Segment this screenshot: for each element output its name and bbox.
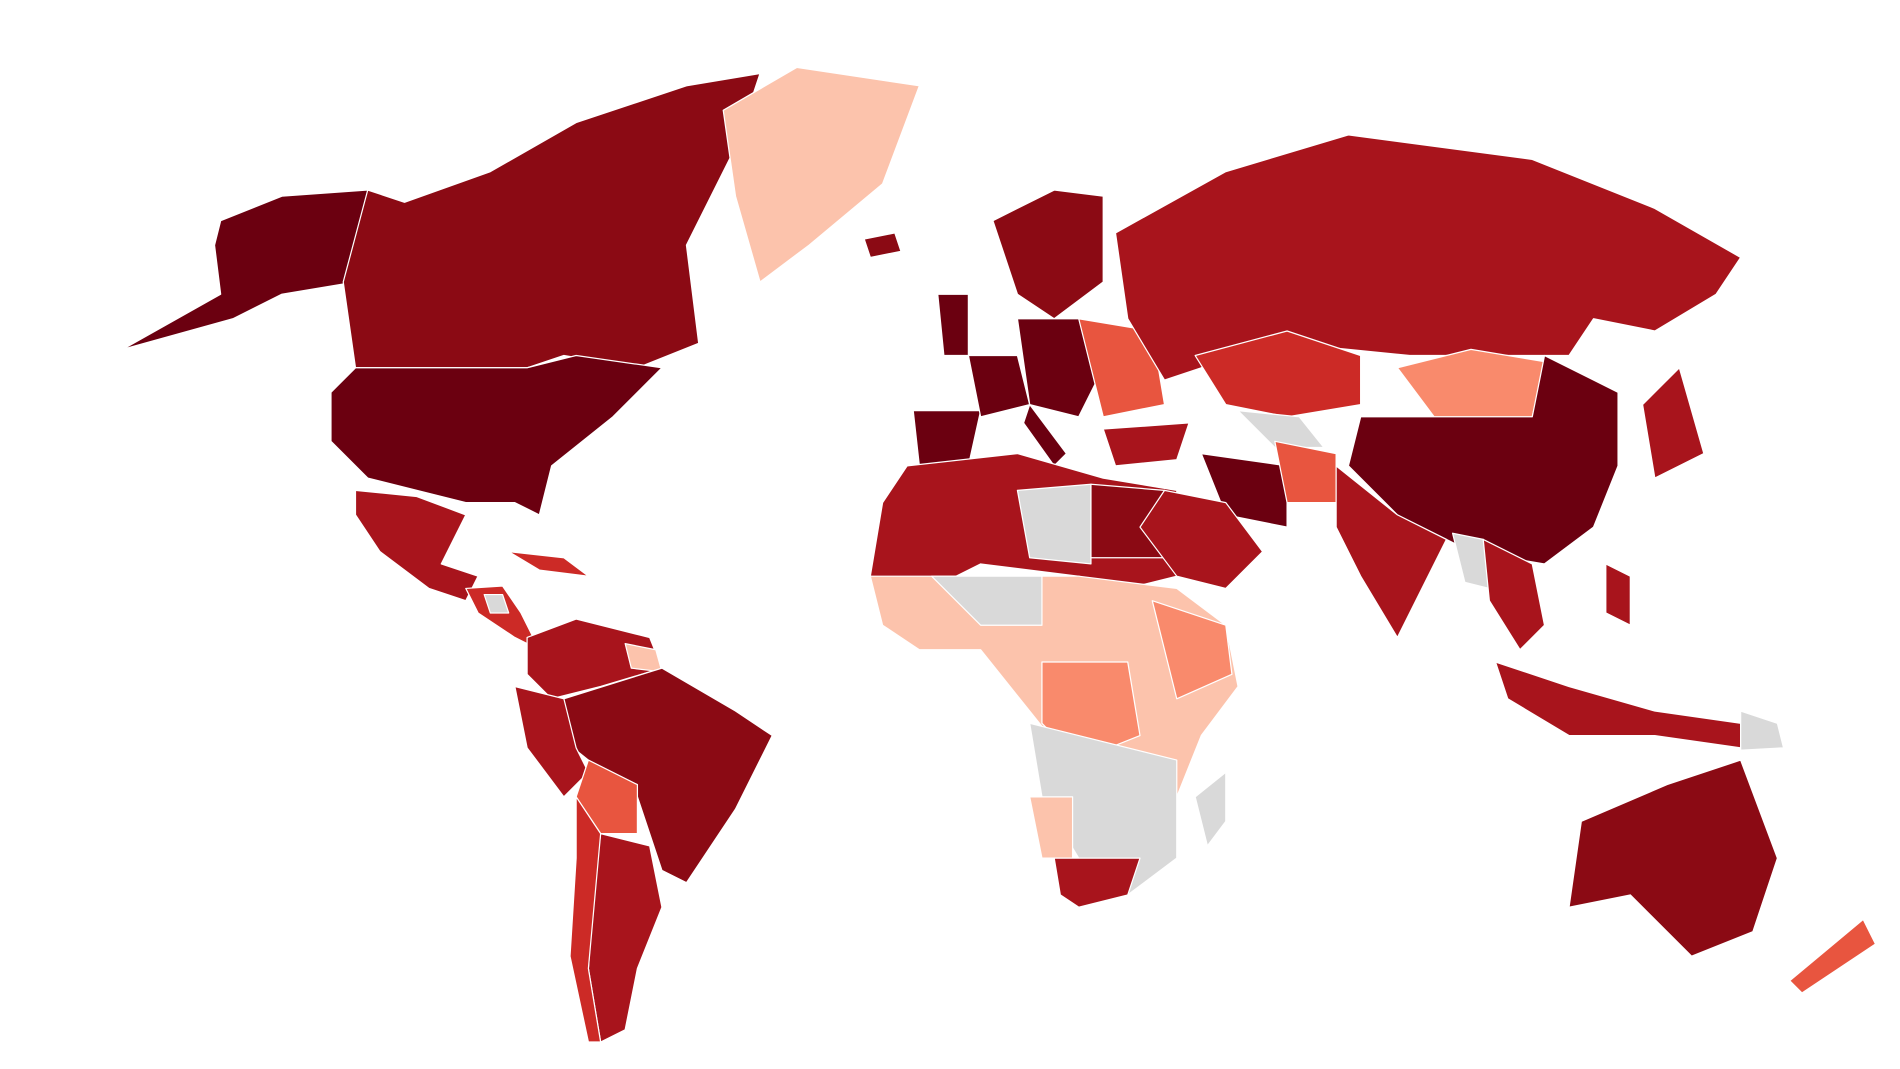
central-america-nodata xyxy=(483,593,510,614)
north-america xyxy=(121,66,920,651)
turkey xyxy=(1102,422,1190,467)
saudi-arabia xyxy=(1139,489,1264,590)
australia xyxy=(1568,759,1779,957)
france xyxy=(967,354,1031,418)
scandinavia xyxy=(992,189,1104,320)
greenland xyxy=(722,66,920,283)
bolivia xyxy=(575,759,639,835)
africa xyxy=(869,452,1239,908)
argentina xyxy=(587,833,663,1043)
united-kingdom xyxy=(937,293,969,357)
asia xyxy=(1102,134,1785,751)
east-africa xyxy=(1151,600,1233,700)
canada xyxy=(342,72,761,369)
iran xyxy=(1200,452,1288,528)
mongolia xyxy=(1396,348,1546,418)
south-africa xyxy=(1053,857,1141,908)
indonesia xyxy=(1494,661,1742,749)
libya xyxy=(1016,483,1092,565)
iberia xyxy=(912,410,982,467)
southeast-asia xyxy=(1482,538,1546,651)
united-states xyxy=(330,354,663,516)
kazakhstan xyxy=(1194,330,1362,418)
guianas xyxy=(624,642,663,673)
new-zealand xyxy=(1789,918,1877,994)
sahel-nodata xyxy=(931,575,1043,626)
europe xyxy=(863,189,1166,467)
central-asia xyxy=(1237,410,1325,449)
south-america xyxy=(514,618,773,1043)
mexico xyxy=(354,489,479,602)
china xyxy=(1347,354,1619,565)
madagascar xyxy=(1194,771,1227,847)
cuba xyxy=(508,551,589,577)
papua xyxy=(1740,710,1785,751)
oceania xyxy=(1568,759,1877,994)
chile xyxy=(569,796,602,1043)
russia xyxy=(1114,134,1742,381)
alaska xyxy=(121,189,406,350)
namibia xyxy=(1029,796,1074,859)
japan xyxy=(1641,367,1705,479)
iceland xyxy=(863,232,902,259)
india xyxy=(1335,465,1448,639)
central-europe xyxy=(1016,318,1104,418)
philippines xyxy=(1605,563,1631,626)
